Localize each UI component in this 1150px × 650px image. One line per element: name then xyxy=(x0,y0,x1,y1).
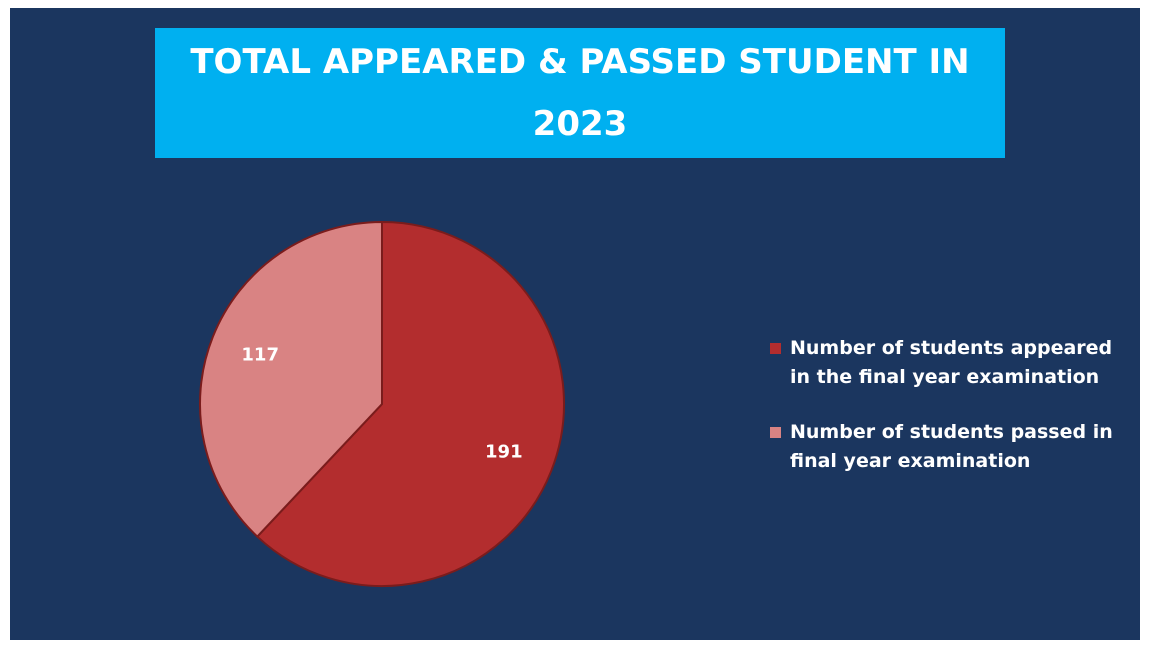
legend: Number of students appeared in the final… xyxy=(768,334,1128,502)
legend-label: Number of students appeared in the final… xyxy=(790,337,1113,388)
data-label: 117 xyxy=(241,345,279,366)
legend-item: Number of students passed in final year … xyxy=(768,418,1128,476)
chart-title: TOTAL APPEARED & PASSED STUDENT IN 2023 xyxy=(155,28,1005,158)
legend-swatch xyxy=(770,427,781,438)
pie-slice xyxy=(199,220,383,538)
legend-swatch xyxy=(770,343,781,354)
legend-label: Number of students passed in final year … xyxy=(790,421,1113,472)
legend-item: Number of students appeared in the final… xyxy=(768,334,1128,392)
data-label: 191 xyxy=(485,441,523,462)
pie-slice xyxy=(255,220,565,587)
